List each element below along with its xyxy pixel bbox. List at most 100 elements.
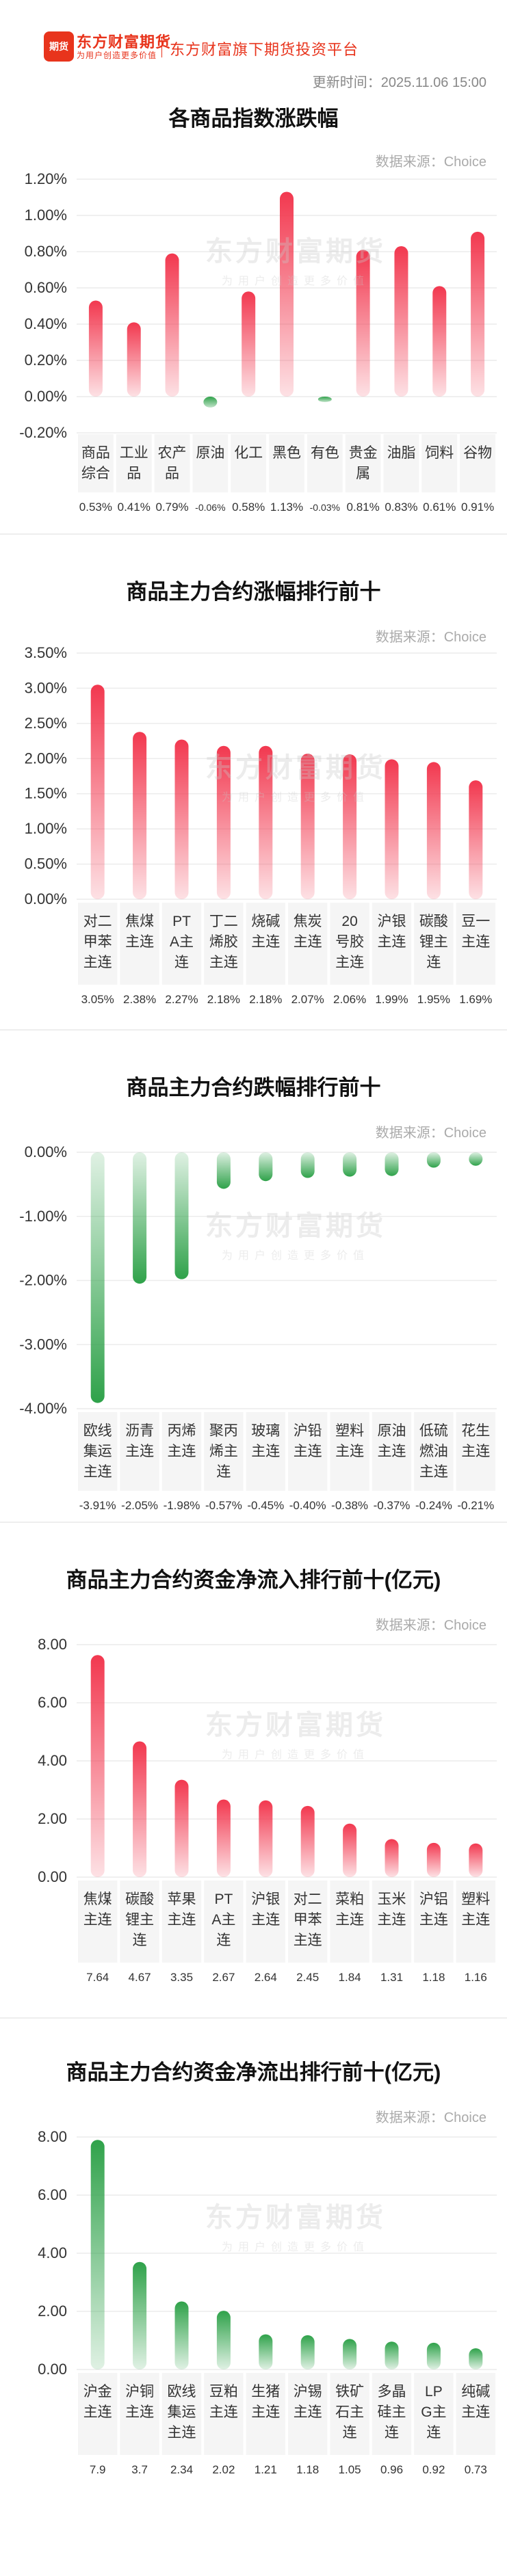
category-label: 沪锡主连 bbox=[294, 2384, 322, 2420]
category-label: 20 号胶主连 bbox=[335, 914, 364, 970]
category-label-box bbox=[154, 434, 190, 492]
category-label-box bbox=[78, 2373, 118, 2455]
header-divider bbox=[161, 37, 162, 57]
category-label: 豆一主连 bbox=[461, 914, 490, 950]
category-label-box bbox=[161, 903, 202, 985]
chart-top-losers: 0.00% -1.00% -2.00% -3.00% -4.00% 欧线集运主连 -3.91… bbox=[19, 1143, 497, 1512]
bar bbox=[343, 2339, 357, 2369]
y-tick-label: -1.00% bbox=[19, 1208, 67, 1225]
category-label: 塑料主连 bbox=[461, 1891, 490, 1928]
y-tick-label: -0.20% bbox=[19, 424, 67, 441]
category-label: 农产品 bbox=[158, 445, 187, 481]
section-divider bbox=[0, 2017, 507, 2019]
category-label-box bbox=[330, 1412, 369, 1491]
value-label: -0.37% bbox=[374, 1499, 411, 1512]
category-label: 豆粕主连 bbox=[209, 2384, 238, 2420]
page-header: 期货 东方财富期货 为用户创造更多价值 东方财富旗下期货投资平台 更新时间：20… bbox=[0, 0, 507, 96]
brand-logo: 期货 bbox=[44, 31, 74, 62]
y-tick-label: 0.00% bbox=[25, 1143, 67, 1160]
value-label: -1.98% bbox=[164, 1499, 200, 1512]
y-tick-label: 2.00 bbox=[38, 1810, 67, 1827]
data-source: 数据来源：Choice bbox=[375, 1126, 486, 1141]
category-label-box bbox=[372, 1881, 412, 1963]
value-label: 0.79% bbox=[155, 501, 188, 514]
bar bbox=[469, 2348, 483, 2369]
category-label-box bbox=[161, 1412, 202, 1491]
chart-title-net-outflow: 商品主力合约资金净流出排行前十(亿元) bbox=[66, 2060, 441, 2084]
value-label: 1.95% bbox=[417, 993, 450, 1006]
category-label-box bbox=[421, 434, 458, 492]
bar bbox=[300, 1152, 315, 1178]
section-divider bbox=[0, 1522, 507, 1523]
category-label-box bbox=[78, 434, 114, 492]
category-label-box bbox=[456, 1412, 495, 1491]
category-label: 丙烯主连 bbox=[168, 1423, 196, 1459]
bar bbox=[174, 1779, 189, 1877]
category-label: LP G主连 bbox=[421, 2384, 446, 2441]
y-tick-label: -4.00% bbox=[19, 1400, 67, 1417]
bar bbox=[127, 322, 141, 397]
bar bbox=[216, 745, 231, 899]
brand-name: 东方财富期货 bbox=[77, 34, 172, 51]
bar bbox=[259, 745, 273, 899]
bar bbox=[426, 1842, 441, 1877]
data-source: 数据来源：Choice bbox=[375, 155, 486, 170]
chart-title-top-gainers: 商品主力合约涨幅排行前十 bbox=[126, 580, 381, 604]
y-tick-label: 0.60% bbox=[25, 279, 67, 296]
chart-title-top-losers: 商品主力合约跌幅排行前十 bbox=[126, 1076, 381, 1100]
category-label-box bbox=[372, 2373, 412, 2455]
value-label: -2.05% bbox=[121, 1499, 158, 1512]
chart-title-net-inflow: 商品主力合约资金净流入排行前十(亿元) bbox=[66, 1568, 441, 1592]
category-label-box bbox=[372, 1412, 412, 1491]
category-label: 欧线集运主连 bbox=[168, 2384, 196, 2441]
bar bbox=[90, 2140, 105, 2369]
category-label: 碳酸锂主连 bbox=[419, 914, 448, 970]
y-tick-label: 0.00% bbox=[25, 388, 67, 405]
value-label: 3.35 bbox=[170, 1971, 193, 1984]
brand-slogan: 为用户创造更多价值 bbox=[77, 51, 157, 60]
category-label-box bbox=[246, 1412, 285, 1491]
category-label-box bbox=[414, 2373, 454, 2455]
value-label: 0.91% bbox=[461, 501, 494, 514]
bar bbox=[317, 397, 332, 402]
category-label-box bbox=[204, 2373, 244, 2455]
category-label: 沪铜主连 bbox=[125, 2384, 154, 2420]
value-label: -0.57% bbox=[205, 1499, 242, 1512]
value-label: 2.67 bbox=[212, 1971, 235, 1984]
category-label-box bbox=[288, 1412, 328, 1491]
section-divider bbox=[0, 533, 507, 535]
category-label: 花生主连 bbox=[461, 1423, 490, 1459]
category-label-box bbox=[204, 1412, 244, 1491]
bar bbox=[426, 762, 441, 899]
category-label-box bbox=[307, 434, 343, 492]
y-tick-label: 2.00 bbox=[38, 2302, 67, 2320]
category-label-box bbox=[345, 434, 381, 492]
category-label-box bbox=[456, 1881, 495, 1963]
value-label: 0.83% bbox=[385, 501, 417, 514]
data-source: 数据来源：Choice bbox=[375, 1618, 486, 1633]
category-label: 商品综合 bbox=[81, 445, 110, 481]
y-tick-label: 4.00 bbox=[38, 1752, 67, 1769]
y-tick-label: 8.00 bbox=[38, 2128, 67, 2145]
category-label-box bbox=[330, 903, 369, 985]
value-label: 0.61% bbox=[423, 501, 456, 514]
bar bbox=[385, 1839, 399, 1877]
category-label: 有色 bbox=[311, 445, 339, 461]
category-label-box bbox=[460, 434, 495, 492]
y-tick-label: 0.00% bbox=[25, 890, 67, 907]
value-label: 1.69% bbox=[459, 993, 492, 1006]
value-label: 7.64 bbox=[86, 1971, 109, 1984]
bar bbox=[280, 191, 294, 397]
category-label: PT A主连 bbox=[170, 914, 194, 970]
category-label: 焦炭主连 bbox=[294, 914, 322, 950]
value-label: -0.24% bbox=[415, 1499, 452, 1512]
category-label: 沥青主连 bbox=[125, 1423, 154, 1459]
category-label-box bbox=[204, 903, 244, 985]
category-label-box bbox=[78, 1412, 118, 1491]
category-label: 饲料 bbox=[425, 445, 454, 461]
value-label: 4.67 bbox=[129, 1971, 151, 1984]
value-label: 2.18% bbox=[249, 993, 282, 1006]
value-label: 2.18% bbox=[207, 993, 240, 1006]
bar bbox=[216, 1799, 231, 1877]
value-label: 2.02 bbox=[212, 2463, 235, 2476]
